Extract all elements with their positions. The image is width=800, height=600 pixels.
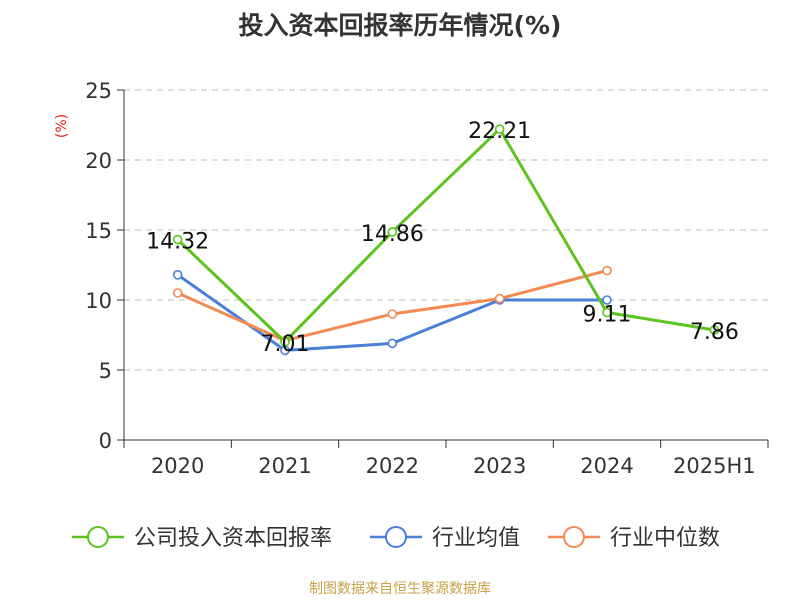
y-tick-label: 20 — [85, 149, 112, 173]
data-point — [387, 227, 398, 237]
data-point — [602, 265, 612, 276]
x-tick-label: 2024 — [580, 454, 633, 478]
series — [172, 124, 720, 356]
data-point — [494, 124, 505, 134]
x-tick-label: 2022 — [366, 454, 419, 478]
x-tick-label: 2021 — [258, 454, 311, 478]
data-point — [172, 269, 183, 280]
y-tick-label: 15 — [85, 219, 112, 243]
data-point — [602, 307, 612, 318]
data-label: 14.86 — [361, 222, 424, 247]
data-point — [709, 325, 720, 335]
legend-label: 行业均值 — [432, 526, 520, 551]
legend-marker — [563, 526, 585, 548]
data-point — [387, 309, 398, 319]
data-point — [387, 338, 398, 349]
x-tick-label: 2025H1 — [673, 454, 756, 478]
legend-item: 行业均值 — [370, 526, 520, 551]
legend: 公司投入资本回报率 行业均值 行业中位数 — [72, 526, 720, 551]
series-2 — [172, 265, 612, 346]
chart-title: 投入资本回报率历年情况(%) — [238, 11, 562, 40]
legend-marker — [385, 526, 407, 548]
y-axis-label: (%) — [54, 114, 70, 138]
y-tick-label: 0 — [99, 429, 112, 453]
data-label: 9.11 — [583, 302, 632, 327]
legend-item: 公司投入资本回报率 — [72, 526, 332, 551]
data-label: 14.32 — [146, 230, 209, 255]
legend-marker — [87, 526, 109, 548]
series-line — [176, 127, 715, 344]
data-label: 22.21 — [468, 119, 531, 144]
data-label: 7.01 — [261, 332, 310, 357]
legend-label: 公司投入资本回报率 — [134, 526, 332, 551]
y-tick-label: 25 — [85, 79, 112, 103]
x-tick-label: 2020 — [151, 454, 204, 478]
legend-label: 行业中位数 — [610, 526, 720, 551]
data-point — [172, 234, 183, 245]
data-labels: 14.32 7.01 14.86 22.21 9.11 7.86 — [146, 119, 739, 357]
legend-item: 行业中位数 — [548, 526, 720, 551]
y-tick-label: 10 — [85, 289, 112, 313]
axes: 0 5 10 15 20 25 2020 2021 2022 2023 2024 2025H1 — [85, 79, 769, 478]
y-tick-label: 5 — [99, 359, 112, 383]
grid-lines — [124, 89, 768, 371]
data-point — [494, 293, 505, 304]
series-0 — [172, 124, 720, 347]
data-label: 7.86 — [690, 320, 739, 345]
source-note: 制图数据来自恒生聚源数据库 — [309, 581, 491, 597]
data-point — [172, 288, 183, 298]
series-line — [177, 269, 608, 343]
data-point — [280, 337, 290, 347]
data-point — [602, 295, 612, 305]
x-tick-label: 2023 — [473, 454, 526, 478]
